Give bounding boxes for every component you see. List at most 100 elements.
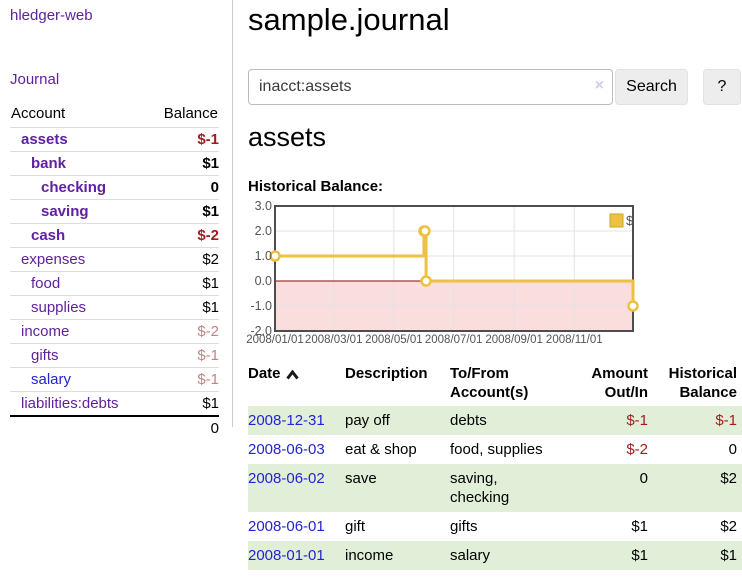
column-header-date[interactable]: Date bbox=[248, 362, 345, 406]
transaction-date-cell: 2008-01-01 bbox=[248, 541, 345, 570]
transaction-row: 2008-12-31 pay off debts $-1 $-1 bbox=[248, 406, 742, 435]
chart-border bbox=[274, 205, 634, 332]
transaction-accounts: debts bbox=[450, 412, 487, 429]
transaction-balance: $2 bbox=[720, 518, 737, 535]
account-link-bank[interactable]: bank bbox=[31, 155, 67, 172]
data-point-marker bbox=[419, 225, 431, 237]
account-link-expenses[interactable]: expenses bbox=[21, 251, 86, 268]
transaction-description: gift bbox=[345, 518, 366, 535]
account-balance: $1 bbox=[202, 155, 219, 172]
accounts-header-balance: Balance bbox=[163, 105, 218, 122]
y-axis-tick-label: -1.0 bbox=[250, 299, 272, 313]
account-link-salary[interactable]: salary bbox=[31, 371, 72, 388]
chart-plot-area: $ bbox=[269, 205, 639, 332]
column-header-amount: Amount Out/In bbox=[591, 365, 648, 401]
transaction-description: save bbox=[345, 470, 377, 487]
y-axis-tick-label: -2.0 bbox=[250, 324, 272, 338]
x-axis-tick-label: 2008/03/01 bbox=[304, 334, 363, 346]
transaction-row: 2008-01-01 income salary $1 $1 bbox=[248, 541, 742, 570]
y-axis-tick-label: 3.0 bbox=[254, 199, 272, 213]
x-axis-tick-label: 2008/05/01 bbox=[365, 334, 423, 346]
account-row: food $1 bbox=[10, 271, 219, 295]
y-axis-tick-label: 1.0 bbox=[254, 249, 272, 263]
transaction-date-link[interactable]: 2008-06-01 bbox=[248, 518, 325, 535]
account-link-gifts[interactable]: gifts bbox=[31, 347, 59, 364]
transaction-amount: 0 bbox=[639, 470, 648, 487]
brand-link[interactable]: hledger-web bbox=[10, 7, 93, 24]
transaction-date-link[interactable]: 2008-01-01 bbox=[248, 547, 325, 564]
account-row: assets $-1 bbox=[10, 127, 219, 151]
sidebar: hledger-web Journal Account Balance asse… bbox=[0, 0, 232, 582]
x-axis-tick-label: 2008/09/01 bbox=[485, 334, 543, 346]
sidebar-divider bbox=[232, 0, 233, 427]
account-balance: $1 bbox=[202, 299, 219, 316]
sort-ascending-icon bbox=[285, 369, 299, 379]
transaction-description: income bbox=[345, 547, 394, 564]
account-row: supplies $1 bbox=[10, 295, 219, 319]
transaction-date-cell: 2008-06-01 bbox=[248, 512, 345, 541]
account-link-saving[interactable]: saving bbox=[41, 203, 89, 220]
transaction-balance: 0 bbox=[728, 441, 737, 458]
clear-search-icon[interactable]: × bbox=[594, 77, 604, 94]
account-link-liabilities-debts[interactable]: liabilities:debts bbox=[21, 395, 119, 412]
account-balance: $1 bbox=[202, 395, 219, 412]
column-header-description: Description bbox=[345, 365, 428, 382]
legend-swatch bbox=[609, 213, 624, 228]
column-header-balance: Historical Balance bbox=[668, 365, 737, 401]
main-content: sample.journal × Search ? assets Histori… bbox=[246, 0, 742, 582]
account-link-checking[interactable]: checking bbox=[41, 179, 107, 196]
account-row: cash $-2 bbox=[10, 223, 219, 247]
legend-label: $ bbox=[626, 213, 634, 228]
account-link-assets[interactable]: assets bbox=[21, 131, 68, 148]
y-axis-tick-label: 2.0 bbox=[254, 224, 272, 238]
account-balance: $-1 bbox=[197, 347, 219, 364]
account-page-title: assets bbox=[248, 122, 327, 152]
column-header-accounts: To/From Account(s) bbox=[450, 365, 529, 401]
transactions-table: Date Description To/From Account(s) Amou… bbox=[248, 362, 742, 570]
account-row: bank $1 bbox=[10, 151, 219, 175]
transaction-row: 2008-06-02 save saving, checking 0 $2 bbox=[248, 464, 742, 512]
account-row: salary $-1 bbox=[10, 367, 219, 391]
account-link-supplies[interactable]: supplies bbox=[31, 299, 87, 316]
account-balance: $1 bbox=[202, 275, 219, 292]
account-balance: 0 bbox=[210, 179, 219, 196]
transaction-accounts: saving, checking bbox=[450, 470, 510, 506]
transaction-date-link[interactable]: 2008-06-02 bbox=[248, 470, 325, 487]
transaction-amount: $1 bbox=[631, 547, 648, 564]
transaction-description: eat & shop bbox=[345, 441, 417, 458]
data-point-marker bbox=[420, 275, 432, 287]
account-link-food[interactable]: food bbox=[31, 275, 61, 292]
account-link-cash[interactable]: cash bbox=[31, 227, 66, 244]
accounts-total-row: 0 bbox=[10, 415, 219, 440]
account-link-income[interactable]: income bbox=[21, 323, 70, 340]
transaction-balance: $-1 bbox=[715, 412, 737, 429]
data-point-marker bbox=[627, 300, 639, 312]
transactions-header-row: Date Description To/From Account(s) Amou… bbox=[248, 362, 742, 406]
account-row: liabilities:debts $1 bbox=[10, 391, 219, 415]
account-balance: $-1 bbox=[197, 371, 219, 388]
data-point-marker bbox=[269, 250, 281, 262]
transaction-date-link[interactable]: 2008-12-31 bbox=[248, 412, 325, 429]
historical-balance-chart: $3.0 2.0 1.0 0.0 -1.0 -2.0 2008/01/01 2008/03/0… bbox=[246, 199, 742, 355]
account-row: checking 0 bbox=[10, 175, 219, 199]
sidebar-item-journal[interactable]: Journal bbox=[10, 71, 60, 88]
transaction-amount: $-2 bbox=[626, 441, 648, 458]
help-button[interactable]: ? bbox=[703, 69, 741, 105]
x-axis-tick-label: 2008/01/01 bbox=[246, 334, 304, 346]
account-balance: $1 bbox=[202, 203, 219, 220]
account-row: gifts $-1 bbox=[10, 343, 219, 367]
account-balance: $-2 bbox=[197, 227, 219, 244]
transaction-description: pay off bbox=[345, 412, 390, 429]
accounts-table-header: Account Balance bbox=[10, 101, 219, 127]
transaction-row: 2008-06-03 eat & shop food, supplies $-2 0 bbox=[248, 435, 742, 464]
transaction-accounts: gifts bbox=[450, 518, 478, 535]
accounts-header-account: Account bbox=[11, 105, 66, 122]
account-balance: $-2 bbox=[197, 323, 219, 340]
search-button[interactable]: Search bbox=[615, 69, 688, 105]
accounts-total-value: 0 bbox=[210, 420, 219, 437]
transaction-date-link[interactable]: 2008-06-03 bbox=[248, 441, 325, 458]
x-axis-tick-label: 2008/07/01 bbox=[424, 334, 483, 346]
transaction-amount: $1 bbox=[631, 518, 648, 535]
transaction-accounts: food, supplies bbox=[450, 441, 543, 458]
search-input[interactable] bbox=[248, 69, 613, 105]
